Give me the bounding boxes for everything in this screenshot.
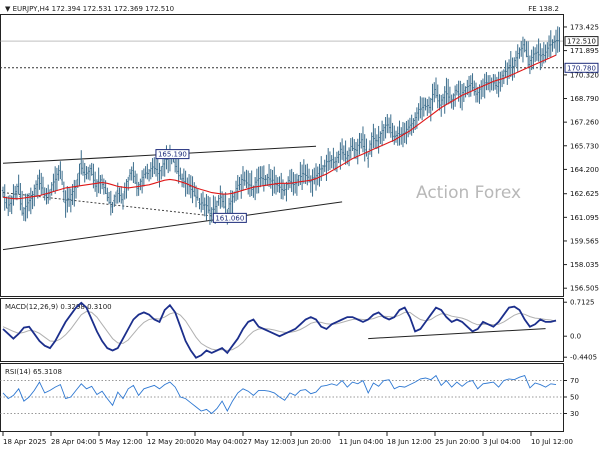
symbol-label: EURJPY,H4	[13, 5, 50, 13]
x-tick-label: 10 Jul 12:00	[531, 438, 573, 446]
y-tick-label: 164.200	[570, 166, 599, 174]
rsi-y-tick-label: 30	[570, 410, 579, 418]
y-tick-label: 167.260	[570, 119, 599, 127]
y-tick-label: 168.790	[570, 95, 599, 103]
x-tick-label: 25 Jun 20:00	[435, 438, 479, 446]
rsi-panel-frame	[0, 363, 564, 432]
y-tick-label: 170.320	[570, 71, 599, 79]
ohlc-close: 172.510	[145, 5, 174, 13]
annotation-box	[155, 149, 190, 160]
last-price-box	[564, 36, 599, 47]
watermark: Action Forex	[416, 183, 521, 203]
trendline	[2, 201, 343, 251]
macd-line	[2, 301, 557, 359]
level-line-box	[564, 62, 599, 73]
ohlc-open: 172.394	[52, 5, 81, 13]
x-tick-label: 11 Jun 04:00	[339, 438, 383, 446]
macd-y-tick-label: 0.0	[570, 333, 581, 341]
main-chart-frame	[0, 14, 564, 297]
symbol-header: ▼ EURJPY,H4 172.394 172.531 172.369 172.…	[5, 5, 174, 13]
annotation-label: 165.190	[158, 151, 187, 159]
y-tick-label: 158.035	[570, 261, 599, 269]
macd-y-tick-label: -0.4405	[570, 354, 597, 362]
ohlc-high: 172.531	[83, 5, 112, 13]
trendline	[2, 192, 238, 220]
macd-y-tick-label: 0.7125	[570, 299, 595, 307]
rsi-y-tick-label: 70	[570, 377, 579, 385]
annotation-box	[212, 212, 247, 223]
fe-label: FE 138.2	[528, 5, 559, 13]
y-tick-label: 165.730	[570, 142, 599, 150]
rsi-label: RSI(14) 65.3108	[5, 368, 62, 376]
y-tick-label: 173.425	[570, 23, 599, 31]
y-tick-label: 159.565	[570, 237, 599, 245]
x-tick-label: 18 Apr 2025	[3, 438, 46, 446]
x-tick-label: 3 Jul 04:00	[483, 438, 521, 446]
x-tick-label: 28 Apr 04:00	[51, 438, 97, 446]
signal-line	[2, 310, 557, 352]
x-tick-label: 12 May 20:00	[147, 438, 195, 446]
dropdown-arrow-icon: ▼	[5, 5, 13, 13]
level-line-label: 170.780	[567, 64, 596, 72]
last-price-label: 172.510	[567, 38, 596, 46]
x-tick-label: 18 Jun 12:00	[387, 438, 431, 446]
y-tick-label: 156.505	[570, 285, 599, 293]
y-tick-label: 161.095	[570, 214, 599, 222]
ohlc-low: 172.369	[114, 5, 143, 13]
macd-panel-frame	[0, 298, 564, 362]
rsi-y-tick-label: 50	[570, 394, 579, 402]
y-tick-label: 162.625	[570, 190, 599, 198]
y-tick-label: 171.895	[570, 47, 599, 55]
x-tick-label: 3 Jun 20:00	[291, 438, 331, 446]
macd-label: MACD(12,26,9) 0.3298 0.3100	[5, 303, 112, 311]
moving-average-line	[2, 54, 557, 200]
rsi-line	[2, 374, 557, 415]
x-tick-label: 20 May 04:00	[195, 438, 243, 446]
x-tick-label: 5 May 12:00	[99, 438, 143, 446]
macd-trendline	[368, 328, 546, 340]
x-tick-label: 27 May 12:00	[243, 438, 291, 446]
annotation-label: 161.060	[215, 214, 244, 222]
